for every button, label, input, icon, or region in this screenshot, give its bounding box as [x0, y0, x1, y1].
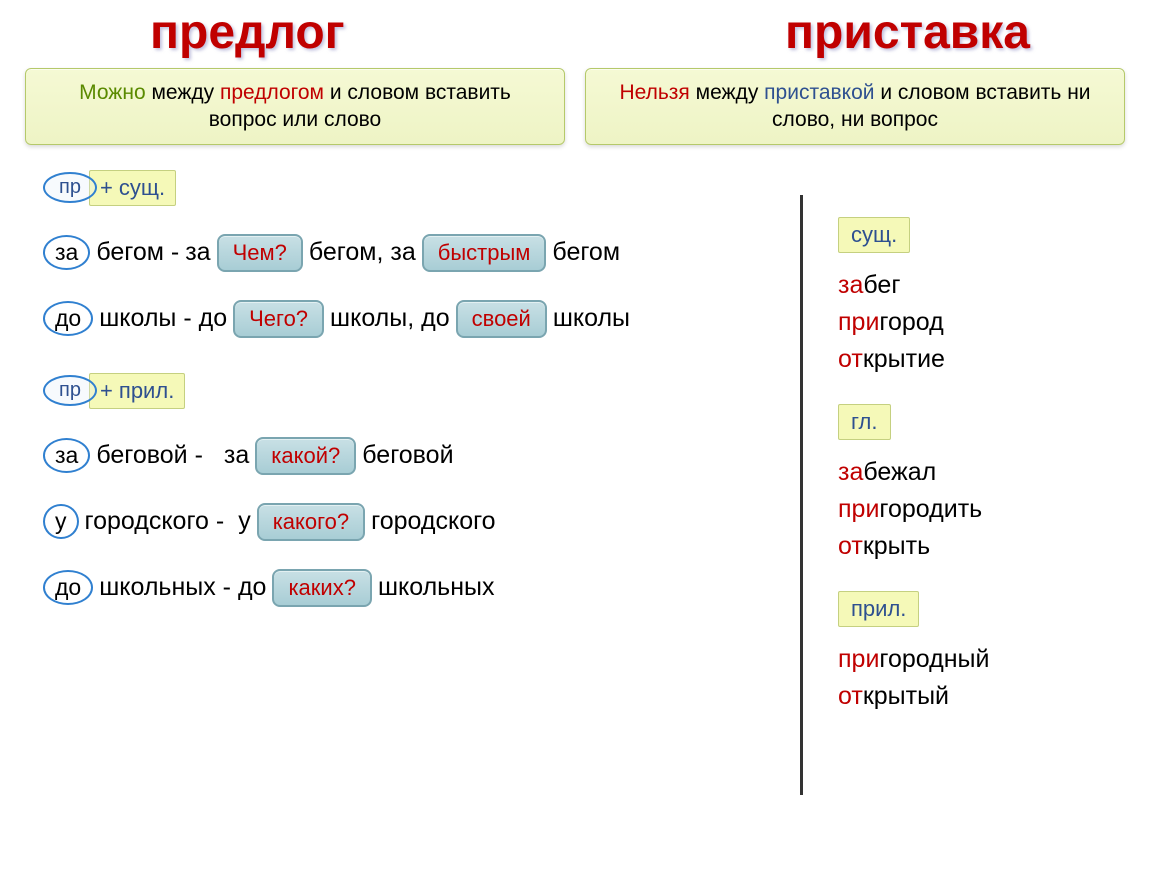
right-tag-adj: прил. [838, 591, 1120, 627]
verb-3-rest: крыть [863, 532, 930, 560]
ex3-q: какой? [255, 437, 356, 475]
noun-label: сущ. [838, 217, 910, 253]
content: пр + сущ. за бегом - за Чем? бегом, за б… [0, 170, 1150, 795]
verb-2-rest: городить [879, 495, 982, 523]
ex3-w1: беговой - [96, 441, 203, 470]
combo-adj: пр + прил. [43, 373, 185, 409]
noun-3-rest: крытие [863, 345, 945, 373]
ex4-w1: городского - [85, 507, 225, 536]
verb-2-pre: при [838, 495, 879, 523]
adj-1-rest: городный [879, 645, 989, 673]
example-5: до школьных - до каких? школьных [43, 569, 800, 607]
ex2-w2: школы, до [330, 304, 450, 333]
verb-2: пригородить [838, 495, 1120, 524]
adj-1: пригородный [838, 645, 1120, 674]
ex3-prep: за [43, 438, 90, 473]
rule-left-mid1: между [146, 81, 220, 104]
ex4-q: какого? [257, 503, 365, 541]
ex5-w2: школьных [378, 573, 495, 602]
adj-2-rest: крытый [863, 682, 949, 710]
ex1-q: Чем? [217, 234, 303, 272]
adj-1-pre: при [838, 645, 879, 673]
rule-right-highlight: приставкой [764, 81, 874, 104]
example-4: у городского - у какого? городского [43, 503, 800, 541]
verb-list: забежал пригородить открыть [838, 458, 1120, 561]
combo-noun: пр + сущ. [43, 170, 176, 206]
ex1-prep1: за [43, 235, 90, 270]
noun-2: пригород [838, 308, 1120, 337]
verb-3: открыть [838, 532, 1120, 561]
example-2: до школы - до Чего? школы, до своей школ… [43, 300, 800, 338]
verb-label: гл. [838, 404, 891, 440]
pr-oval-1: пр [43, 172, 97, 203]
verb-1-pre: за [838, 458, 863, 486]
rule-right: Нельзя между приставкой и словом вставит… [585, 68, 1125, 145]
ex2-w1: школы - до [99, 304, 227, 333]
rule-left-highlight: предлогом [220, 81, 324, 104]
ex2-q: Чего? [233, 300, 324, 338]
right-tag-verb: гл. [838, 404, 1120, 440]
title-predlog: предлог [150, 5, 345, 60]
example-1: за бегом - за Чем? бегом, за быстрым бег… [43, 234, 800, 272]
ex5-w1: школьных - до [99, 573, 266, 602]
adj-2-pre: от [838, 682, 863, 710]
noun-3-pre: от [838, 345, 863, 373]
ex1-w2: бегом, за [309, 238, 416, 267]
ex2-prep1: до [43, 301, 93, 336]
rule-right-pre: Нельзя [619, 81, 689, 104]
ex3-w2: беговой [362, 441, 453, 470]
adj-list: пригородный открытый [838, 645, 1120, 711]
verb-3-pre: от [838, 532, 863, 560]
verb-1-rest: бежал [863, 458, 936, 486]
ex4-w2: городского [371, 507, 495, 536]
ex2-w3: школы [553, 304, 630, 333]
noun-2-rest: город [879, 308, 943, 336]
noun-1-pre: за [838, 271, 863, 299]
rule-left-pre: Можно [79, 81, 146, 104]
title-pristavka: приставка [785, 5, 1030, 60]
ex5-prep: до [43, 570, 93, 605]
left-column: пр + сущ. за бегом - за Чем? бегом, за б… [25, 170, 800, 795]
rule-left: Можно между предлогом и словом вставить … [25, 68, 565, 145]
noun-tag-1: + сущ. [89, 170, 176, 206]
ex1-w3: бегом [552, 238, 620, 267]
adj-2: открытый [838, 682, 1120, 711]
pr-oval-2: пр [43, 375, 97, 406]
ex1-q2: быстрым [422, 234, 547, 272]
ex5-q: каких? [272, 569, 372, 607]
noun-2-pre: при [838, 308, 879, 336]
rule-row: Можно между предлогом и словом вставить … [0, 68, 1150, 145]
noun-1: забег [838, 271, 1120, 300]
noun-1-rest: бег [863, 271, 900, 299]
adj-label: прил. [838, 591, 919, 627]
right-column: сущ. забег пригород открытие гл. забежал… [800, 195, 1120, 795]
example-3: за беговой - за какой? беговой [43, 437, 800, 475]
noun-list: забег пригород открытие [838, 271, 1120, 374]
noun-3: открытие [838, 345, 1120, 374]
ex4-p2: у [238, 507, 251, 536]
ex3-p2: за [224, 441, 249, 470]
ex1-w1: бегом - [96, 238, 179, 267]
rule-right-mid1: между [690, 81, 764, 104]
verb-1: забежал [838, 458, 1120, 487]
header-row: предлог приставка [0, 5, 1150, 60]
right-tag-noun: сущ. [838, 217, 1120, 253]
ex1-p2: за [185, 238, 210, 267]
ex4-prep: у [43, 504, 79, 539]
ex2-q2: своей [456, 300, 547, 338]
adj-tag: + прил. [89, 373, 185, 409]
